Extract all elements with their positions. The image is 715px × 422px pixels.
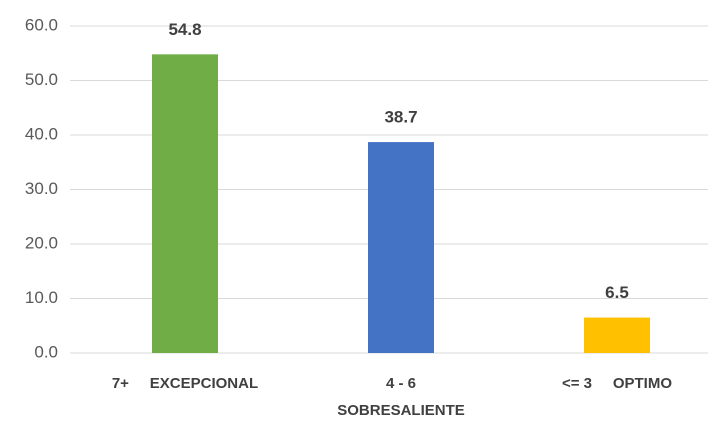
y-tick-label: 40.0 (25, 124, 58, 143)
y-tick-label: 20.0 (25, 233, 58, 252)
x-tick-label: 7+ EXCEPCIONAL (111, 375, 259, 392)
data-label: 54.8 (168, 20, 201, 39)
data-label: 38.7 (384, 108, 417, 127)
y-tick-label: 30.0 (25, 179, 58, 198)
y-tick-label: 0.0 (34, 342, 58, 361)
y-tick-label: 50.0 (25, 70, 58, 89)
bar (584, 317, 650, 353)
y-tick-label: 60.0 (25, 15, 58, 34)
x-tick-label: <= 3 OPTIMO (561, 375, 673, 392)
x-tick-label: 4 - 6 SOBRESALIENTE (337, 375, 465, 419)
bar (368, 142, 434, 353)
y-tick-label: 10.0 (25, 288, 58, 307)
data-label: 6.5 (605, 283, 629, 302)
bar (152, 54, 218, 354)
